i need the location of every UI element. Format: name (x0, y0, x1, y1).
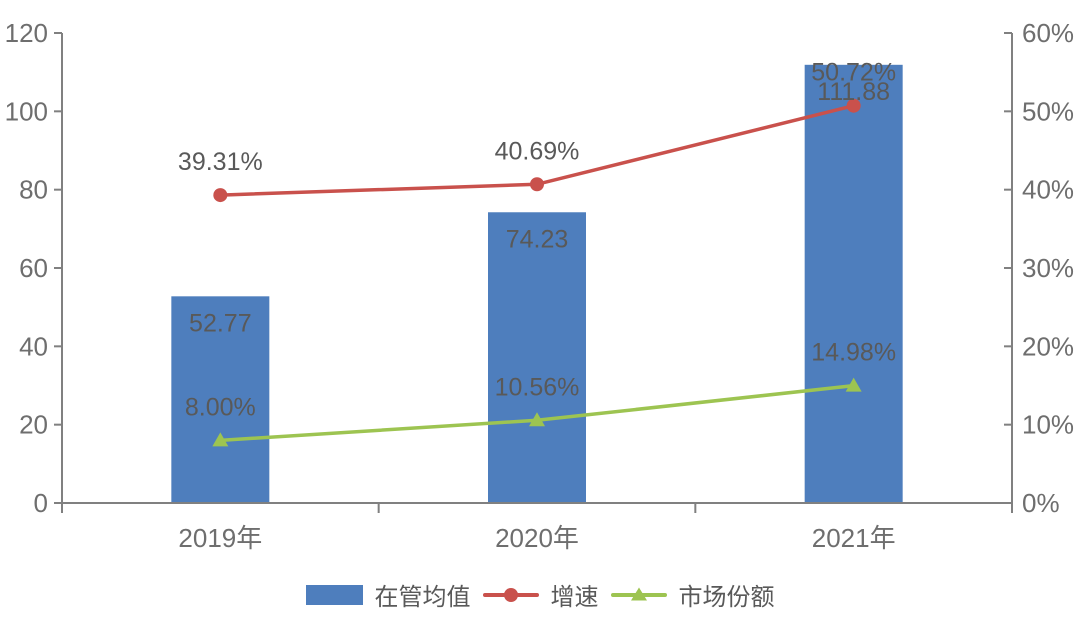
triangle-marker-icon (630, 586, 647, 600)
line-data-label: 50.72% (811, 59, 896, 87)
circle-marker-icon (530, 177, 544, 192)
bar-2020年 (488, 212, 586, 503)
bar-data-label: 52.77 (189, 309, 252, 337)
right-axis-tick-label: 10% (1022, 410, 1074, 440)
left-axis-tick-label: 60 (19, 253, 48, 283)
bar-2021年 (804, 64, 903, 503)
left-axis-tick-label: 100 (5, 96, 48, 126)
legend-label-growth-rate: 增速 (550, 584, 599, 611)
circle-marker-icon (213, 188, 228, 203)
legend-bar-swatch-icon (305, 584, 363, 605)
left-axis-tick-label: 120 (5, 18, 48, 48)
line-data-label: 14.98% (811, 339, 896, 367)
legend-label-avg-under-management: 在管均值 (374, 584, 471, 611)
line-data-label: 40.69% (495, 137, 580, 165)
triangle-marker-icon (529, 412, 545, 427)
bar-data-label: 74.23 (506, 225, 569, 253)
circle-marker-icon (846, 98, 861, 113)
left-axis-tick-label: 40 (19, 331, 48, 361)
triangle-marker-icon (212, 432, 229, 447)
right-axis-tick-label: 50% (1022, 96, 1074, 126)
x-axis-category-label: 2020年 (495, 523, 579, 553)
right-axis-tick-label: 60% (1022, 18, 1074, 48)
legend-label-market-share: 市场份额 (678, 584, 775, 611)
triangle-marker-icon (845, 377, 862, 392)
bar-data-label: 111.88 (817, 78, 890, 106)
legend: 在管均值 增速 市场份额 (0, 577, 1080, 612)
left-axis-tick-label: 20 (19, 410, 48, 440)
line-data-label: 10.56% (495, 373, 580, 401)
circle-marker-icon (503, 587, 518, 602)
line-data-label: 8.00% (185, 393, 256, 421)
legend-line-circle-marker-icon (482, 587, 539, 602)
x-axis-category-label: 2019年 (178, 523, 262, 553)
left-axis-tick-label: 80 (19, 175, 48, 205)
right-axis-tick-label: 20% (1022, 331, 1074, 361)
bar-2019年 (171, 296, 270, 503)
legend-line-triangle-marker-icon (610, 586, 667, 600)
left-axis-tick-label: 0 (34, 488, 48, 518)
line-data-label: 39.31% (178, 148, 263, 176)
x-axis-category-label: 2021年 (812, 523, 896, 553)
right-axis-tick-label: 40% (1022, 175, 1074, 205)
right-axis-tick-label: 30% (1022, 253, 1074, 283)
right-axis-tick-label: 0% (1022, 488, 1060, 518)
